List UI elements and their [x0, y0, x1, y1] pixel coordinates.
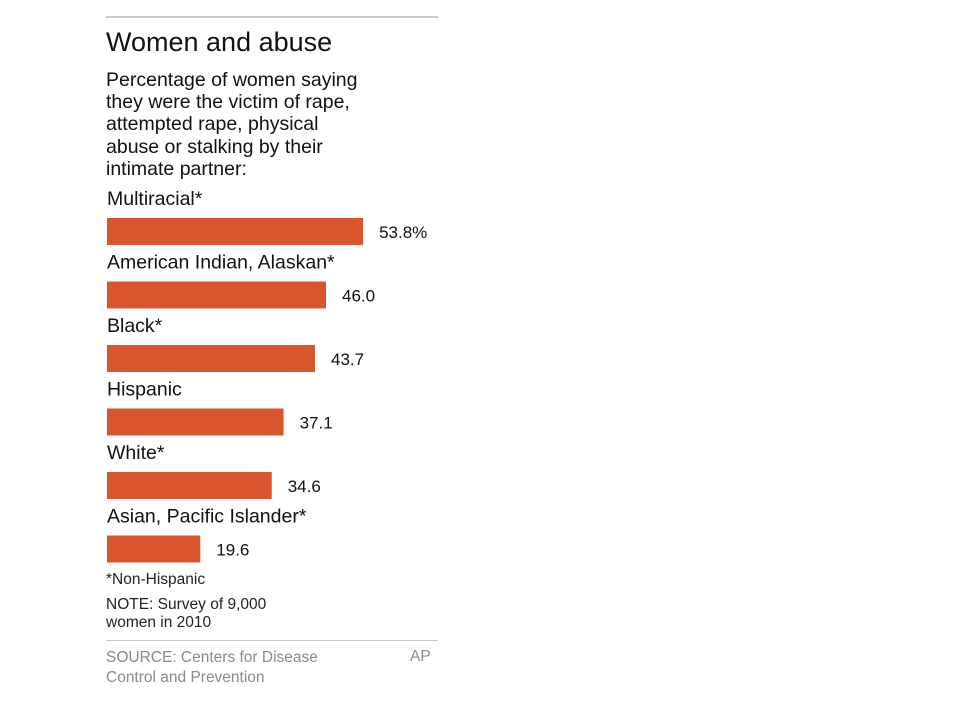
category-label: White* — [107, 442, 165, 464]
bar — [107, 535, 201, 563]
value-label: 34.6 — [288, 477, 321, 496]
value-label: 46.0 — [342, 287, 375, 306]
chart-subtitle: Percentage of women saying they were the… — [106, 69, 358, 180]
category-label: Multiracial* — [107, 188, 203, 210]
category-label: Asian, Pacific Islander* — [107, 506, 307, 528]
value-label: 37.1 — [300, 414, 333, 433]
source-credit: SOURCE: Centers for Disease Control and … — [106, 649, 318, 686]
category-label: American Indian, Alaskan* — [107, 252, 335, 274]
bar — [107, 472, 272, 499]
footnote: *Non-Hispanic — [106, 571, 206, 588]
bar — [107, 218, 364, 245]
bar — [107, 408, 284, 436]
agency-credit: AP — [410, 648, 431, 665]
category-label: Hispanic — [107, 379, 182, 401]
bar — [107, 345, 315, 372]
bottom-divider — [106, 640, 438, 641]
category-label: Black* — [107, 315, 163, 337]
survey-note: NOTE: Survey of 9,000 women in 2010 — [106, 596, 267, 631]
bar — [107, 281, 326, 309]
top-divider — [106, 16, 438, 18]
chart-title: Women and abuse — [106, 27, 333, 57]
value-label: 53.8% — [379, 223, 427, 242]
value-label: 43.7 — [331, 350, 364, 369]
value-label: 19.6 — [216, 541, 249, 560]
